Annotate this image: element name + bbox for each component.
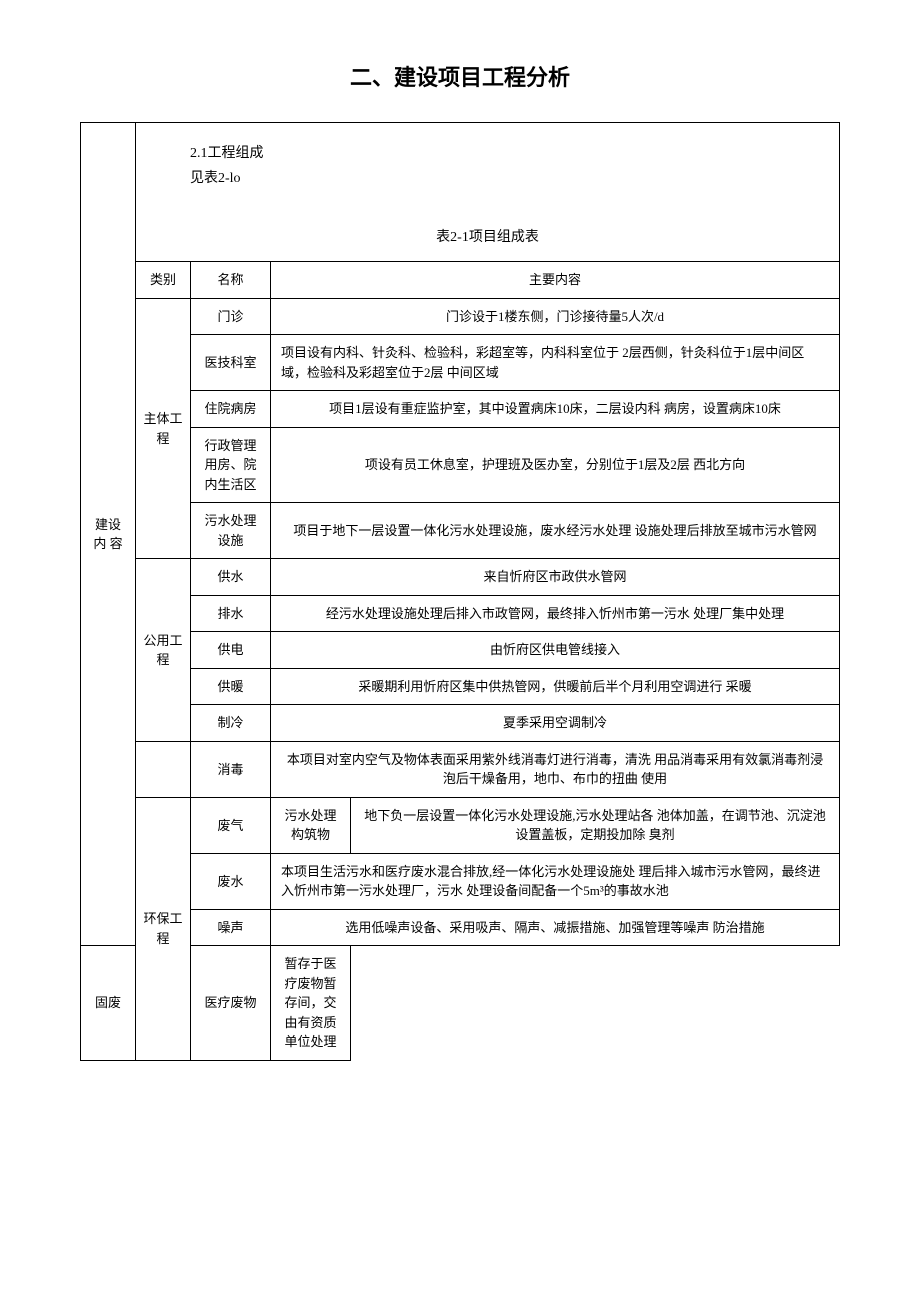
intro-cell: 2.1工程组成 见表2-lo [136, 123, 840, 210]
content-cell: 来自忻府区市政供水管网 [271, 559, 840, 596]
name-cell: 消毒 [191, 741, 271, 797]
name-cell: 医技科室 [191, 335, 271, 391]
content-cell: 本项目对室内空气及物体表面采用紫外线消毒灯进行消毒，清洗 用品消毒采用有效氯消毒… [271, 741, 840, 797]
content-cell: 项目设有内科、针灸科、检验科，彩超室等，内科科室位于 2层西侧，针灸科位于1层中… [271, 335, 840, 391]
table-row: 噪声 选用低噪声设备、采用吸声、隔声、减振措施、加强管理等噪声 防治措施 [81, 909, 840, 946]
content-cell: 项目1层设有重症监护室，其中设置病床10床，二层设内科 病房，设置病床10床 [271, 391, 840, 428]
name-cell: 噪声 [191, 909, 271, 946]
content-cell: 夏季采用空调制冷 [271, 705, 840, 742]
content-cell: 暂存于医疗废物暂存间，交由有资质单位处理 [271, 946, 351, 1061]
content-cell: 项设有员工休息室，护理班及医办室，分别位于1层及2层 西北方向 [271, 427, 840, 503]
content-cell: 项目于地下一层设置一体化污水处理设施，废水经污水处理 设施处理后排放至城市污水管… [271, 503, 840, 559]
header-content: 主要内容 [271, 262, 840, 299]
table-caption: 表2-1项目组成表 [142, 227, 833, 248]
table-row: 消毒 本项目对室内空气及物体表面采用紫外线消毒灯进行消毒，清洗 用品消毒采用有效… [81, 741, 840, 797]
table-row: 排水 经污水处理设施处理后排入市政管网，最终排入忻州市第一污水 处理厂集中处理 [81, 595, 840, 632]
name-cell: 污水处理 设施 [191, 503, 271, 559]
name-cell: 供电 [191, 632, 271, 669]
content-cell: 采暖期利用忻府区集中供热管网，供暖前后半个月利用空调进行 采暖 [271, 668, 840, 705]
content-cell: 选用低噪声设备、采用吸声、隔声、减振措施、加强管理等噪声 防治措施 [271, 909, 840, 946]
table-row: 供暖 采暖期利用忻府区集中供热管网，供暖前后半个月利用空调进行 采暖 [81, 668, 840, 705]
name-cell: 门诊 [191, 298, 271, 335]
master-label: 建设 内 容 [81, 123, 136, 946]
sub-cell: 污水处理 构筑物 [271, 797, 351, 853]
section-heading: 2.1工程组成 [162, 141, 813, 166]
table-row: 主体工程 门诊 门诊设于1楼东侧，门诊接待量5人次/d [81, 298, 840, 335]
sub-cell: 医疗废物 [191, 946, 271, 1061]
category-cell: 环保工程 [136, 797, 191, 1060]
name-cell: 供水 [191, 559, 271, 596]
table-caption-cell: 表2-1项目组成表 [136, 209, 840, 262]
content-cell: 本项目生活污水和医疗废水混合排放,经一体化污水处理设施处 理后排入城市污水管网，… [271, 853, 840, 909]
table-row: 环保工程 废气 污水处理 构筑物 地下负一层设置一体化污水处理设施,污水处理站各… [81, 797, 840, 853]
project-composition-table: 建设 内 容 2.1工程组成 见表2-lo 表2-1项目组成表 类别 名称 主要… [80, 122, 840, 1061]
name-cell: 行政管理 用房、院 内生活区 [191, 427, 271, 503]
table-row: 污水处理 设施 项目于地下一层设置一体化污水处理设施，废水经污水处理 设施处理后… [81, 503, 840, 559]
table-row: 住院病房 项目1层设有重症监护室，其中设置病床10床，二层设内科 病房，设置病床… [81, 391, 840, 428]
content-cell: 门诊设于1楼东侧，门诊接待量5人次/d [271, 298, 840, 335]
table-row: 公用工程 供水 来自忻府区市政供水管网 [81, 559, 840, 596]
content-cell: 地下负一层设置一体化污水处理设施,污水处理站各 池体加盖，在调节池、沉淀池设置盖… [351, 797, 840, 853]
name-cell: 住院病房 [191, 391, 271, 428]
section-ref: 见表2-lo [162, 166, 813, 191]
content-cell: 经污水处理设施处理后排入市政管网，最终排入忻州市第一污水 处理厂集中处理 [271, 595, 840, 632]
table-row: 固废 医疗废物 暂存于医疗废物暂存间，交由有资质单位处理 [81, 946, 840, 1061]
name-cell: 固废 [81, 946, 136, 1061]
page-title: 二、建设项目工程分析 [80, 60, 840, 92]
table-row: 废水 本项目生活污水和医疗废水混合排放,经一体化污水处理设施处 理后排入城市污水… [81, 853, 840, 909]
table-row: 制冷 夏季采用空调制冷 [81, 705, 840, 742]
table-row: 医技科室 项目设有内科、针灸科、检验科，彩超室等，内科科室位于 2层西侧，针灸科… [81, 335, 840, 391]
header-name: 名称 [191, 262, 271, 299]
category-cell: 公用工程 [136, 559, 191, 742]
header-category: 类别 [136, 262, 191, 299]
category-cell: 主体工程 [136, 298, 191, 559]
name-cell: 制冷 [191, 705, 271, 742]
name-cell: 供暖 [191, 668, 271, 705]
content-cell: 由忻府区供电管线接入 [271, 632, 840, 669]
name-cell: 废气 [191, 797, 271, 853]
table-row: 供电 由忻府区供电管线接入 [81, 632, 840, 669]
name-cell: 废水 [191, 853, 271, 909]
table-row: 行政管理 用房、院 内生活区 项设有员工休息室，护理班及医办室，分别位于1层及2… [81, 427, 840, 503]
header-row: 类别 名称 主要内容 [81, 262, 840, 299]
name-cell: 排水 [191, 595, 271, 632]
category-cell [136, 741, 191, 797]
